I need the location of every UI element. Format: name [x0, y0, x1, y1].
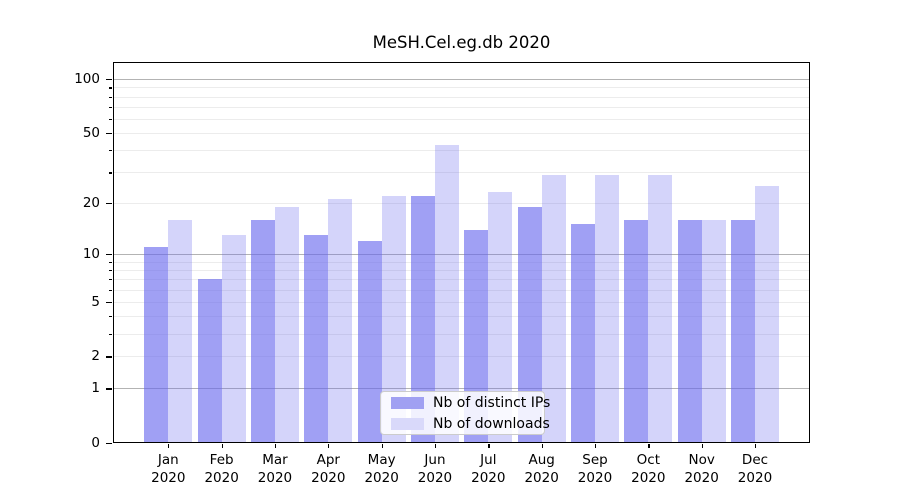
bar-downloads-apr	[328, 199, 353, 443]
bar-downloads-mar	[274, 206, 299, 443]
y-minortick-90	[108, 87, 112, 89]
y-tick-label-10: 10	[82, 245, 100, 262]
bar-distinct-ips-may	[357, 240, 382, 443]
y-tick-label-2: 2	[91, 348, 100, 365]
y-tick-label-5: 5	[91, 293, 100, 310]
x-tick-label-jul: Jul 2020	[471, 452, 506, 486]
gridline-y-50	[113, 133, 810, 135]
y-minortick-30	[108, 172, 112, 174]
y-minortick-8	[108, 269, 112, 271]
chart-title: MeSH.Cel.eg.db 2020	[372, 33, 551, 52]
bar-distinct-ips-jan	[144, 247, 169, 443]
bar-distinct-ips-nov	[677, 219, 702, 443]
bar-distinct-ips-sep	[570, 224, 595, 443]
x-tick-jul	[488, 443, 490, 448]
bar-downloads-oct	[648, 174, 673, 443]
bar-downloads-nov	[701, 219, 726, 443]
gridline-y-70	[113, 106, 810, 108]
gridline-y-10	[113, 253, 810, 255]
x-tick-aug	[541, 443, 543, 448]
y-tick-label-1: 1	[91, 380, 100, 397]
y-tick-100	[106, 79, 112, 81]
x-tick-label-jan: Jan 2020	[151, 452, 186, 486]
legend-label-distinct-ips: Nb of distinct IPs	[433, 394, 551, 411]
bar-distinct-ips-apr	[304, 234, 329, 443]
y-minortick-40	[108, 150, 112, 152]
gridline-y-80	[113, 96, 810, 98]
gridline-y-3	[113, 333, 810, 335]
y-tick-label-100: 100	[74, 71, 100, 88]
x-tick-label-mar: Mar 2020	[257, 452, 293, 486]
x-tick-jun	[434, 443, 437, 448]
downloads-swatch-icon	[391, 417, 424, 430]
x-tick-label-feb: Feb 2020	[204, 452, 239, 486]
y-tick-label-20: 20	[82, 195, 100, 212]
legend: Nb of distinct IPs Nb of downloads	[380, 391, 550, 435]
gridline-y-20	[113, 203, 810, 205]
gridline-y-30	[113, 172, 810, 174]
gridline-y-40	[113, 150, 810, 152]
y-tick-0	[106, 443, 112, 445]
gridline-y-1	[113, 388, 810, 390]
gridline-y-2	[113, 356, 810, 358]
y-minortick-6	[108, 289, 112, 291]
bar-distinct-ips-oct	[624, 219, 649, 443]
y-tick-1	[106, 388, 112, 390]
legend-label-downloads: Nb of downloads	[433, 415, 550, 432]
bar-distinct-ips-dec	[730, 219, 755, 443]
gridline-y-8	[113, 269, 810, 271]
x-tick-apr	[328, 443, 330, 448]
x-tick-label-nov: Nov 2020	[684, 452, 719, 486]
gridline-y-100	[113, 79, 810, 81]
gridline-y-9	[113, 261, 810, 263]
x-tick-dec	[754, 443, 757, 448]
y-minortick-4	[108, 316, 112, 318]
gridline-y-60	[113, 118, 810, 120]
legend-row-distinct-ips: Nb of distinct IPs	[391, 394, 550, 412]
y-tick-50	[106, 133, 112, 135]
x-tick-nov	[701, 443, 703, 448]
y-tick-5	[106, 301, 112, 303]
gridline-y-6	[113, 289, 810, 291]
gridline-y-90	[113, 87, 810, 89]
bar-downloads-sep	[594, 174, 619, 443]
bar-downloads-jan	[168, 219, 193, 443]
bar-downloads-feb	[221, 234, 246, 443]
y-minortick-60	[108, 118, 112, 121]
y-minortick-7	[108, 279, 112, 281]
bar-distinct-ips-feb	[197, 279, 222, 443]
x-tick-label-jun: Jun 2020	[417, 452, 453, 486]
y-tick-2	[106, 356, 112, 358]
x-tick-label-aug: Aug 2020	[524, 452, 559, 486]
x-tick-label-apr: Apr 2020	[311, 452, 346, 486]
x-tick-label-sep: Sep 2020	[577, 452, 613, 486]
y-minortick-3	[108, 333, 112, 335]
x-tick-oct	[648, 443, 650, 448]
y-tick-10	[106, 253, 112, 256]
legend-row-downloads: Nb of downloads	[391, 415, 550, 433]
plot-area: Nb of distinct IPs Nb of downloads	[113, 62, 810, 443]
x-tick-feb	[221, 443, 223, 448]
y-tick-label-0: 0	[91, 435, 100, 451]
x-tick-label-dec: Dec 2020	[737, 452, 773, 486]
distinct-ips-swatch-icon	[391, 396, 424, 409]
bar-downloads-aug	[541, 174, 566, 443]
bar-downloads-dec	[754, 186, 779, 443]
x-tick-label-oct: Oct 2020	[631, 452, 666, 486]
y-minortick-9	[108, 261, 112, 263]
gridline-y-4	[113, 316, 810, 318]
x-tick-may	[381, 443, 383, 448]
x-tick-mar	[274, 443, 277, 448]
y-minortick-70	[108, 106, 112, 109]
gridline-y-5	[113, 301, 810, 303]
x-tick-sep	[594, 443, 597, 448]
bar-distinct-ips-mar	[250, 219, 275, 443]
x-tick-jan	[168, 443, 170, 448]
y-tick-label-50: 50	[82, 125, 100, 142]
y-tick-20	[106, 203, 112, 205]
x-tick-label-may: May 2020	[364, 452, 399, 486]
y-minortick-80	[108, 96, 112, 98]
gridline-y-7	[113, 279, 810, 281]
